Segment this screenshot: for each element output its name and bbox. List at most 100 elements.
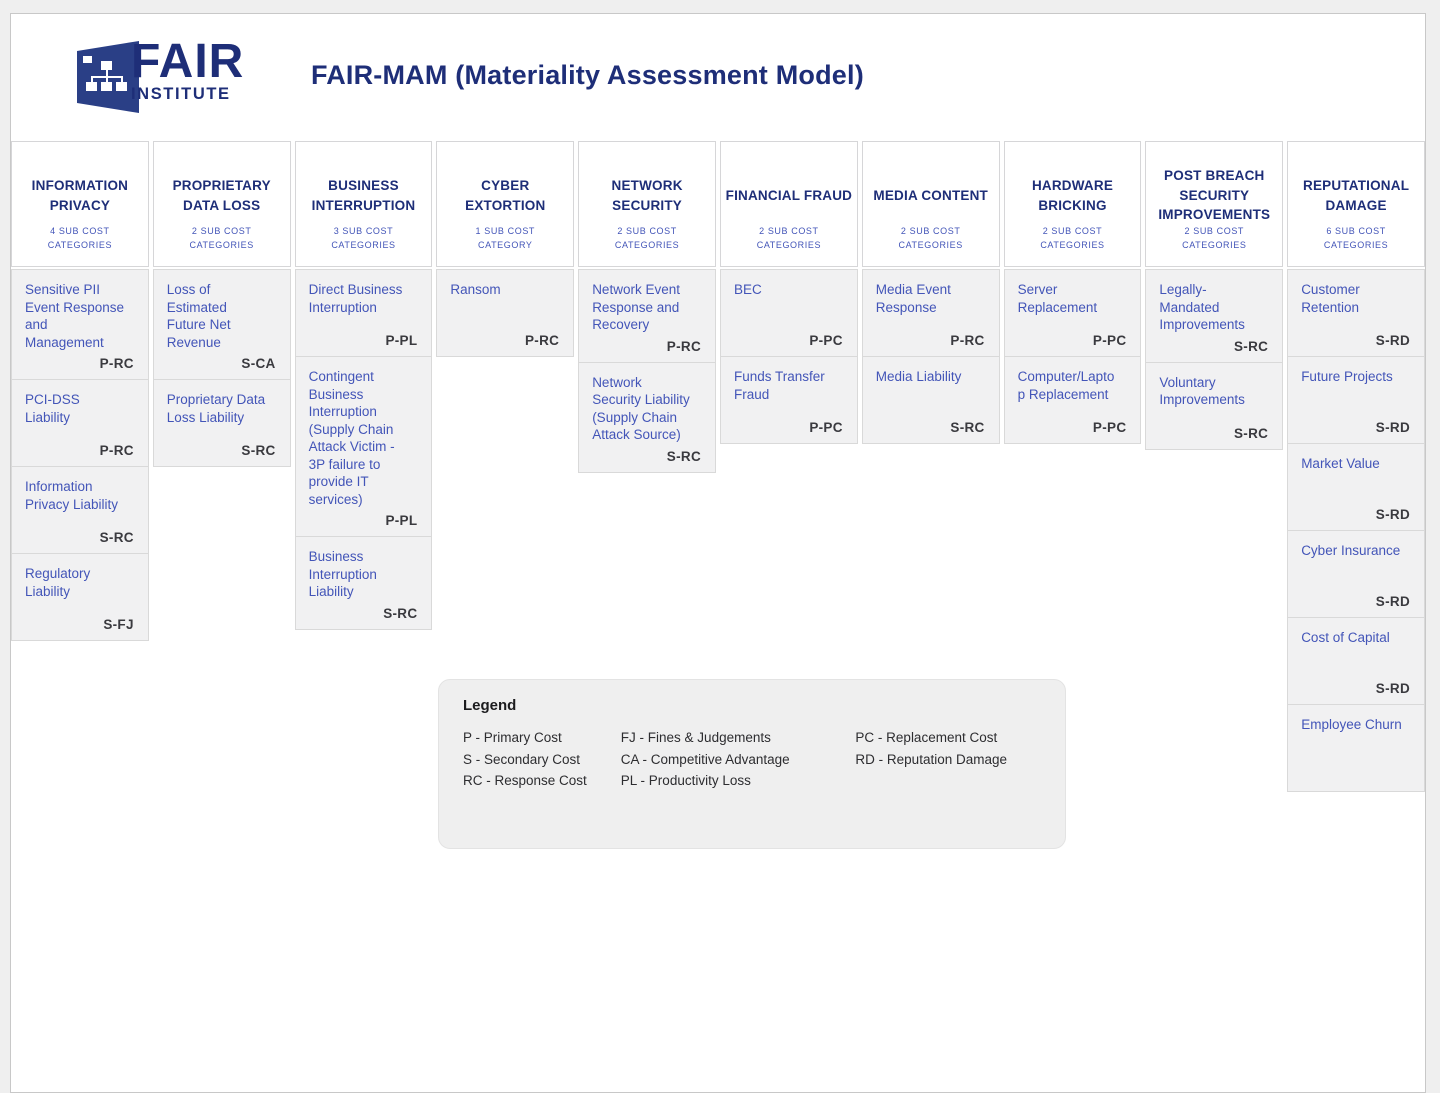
- cost-type-code: P-RC: [524, 333, 560, 348]
- legend: Legend P - Primary Cost S - Secondary Cos…: [438, 679, 1066, 849]
- sub-cost-label: Customer Retention: [1301, 282, 1360, 315]
- sub-cost-label: Server Replacement: [1017, 282, 1098, 315]
- sub-cost-label: Contingent Business Interruption (Supply…: [308, 369, 395, 507]
- category-column: REPUTATIONAL DAMAGE 6 SUB COST CATEGORIES…: [1287, 141, 1425, 792]
- sub-cost-label: Network Event Response and Recovery: [592, 282, 680, 333]
- category-title: INFORMATION PRIVACY: [31, 178, 129, 213]
- sub-cost-cell: Sensitive PII Event Response and Managem…: [11, 269, 149, 381]
- sub-cost-cell: Cost of Capital S-RD: [1287, 617, 1425, 705]
- cost-type-code: P-PL: [385, 333, 418, 348]
- cost-type-code: S-RC: [383, 606, 418, 622]
- category-header: PROPRIETARY DATA LOSS 2 SUB COST CATEGORI…: [152, 141, 291, 267]
- sub-cost-label: Voluntary Improvements: [1159, 374, 1245, 408]
- sub-cost-label: Direct Business Interruption: [308, 282, 403, 315]
- category-header: NETWORK SECURITY 2 SUB COST CATEGORIES: [578, 141, 716, 267]
- sub-cost-label: Legally-Mandated Improvements: [1159, 282, 1245, 333]
- category-subtitle: 1 SUB COST CATEGORY: [475, 226, 536, 251]
- category-subtitle: 2 SUB COST CATEGORIES: [1040, 226, 1105, 251]
- category-cells: Network Event Response and Recovery P-RC N…: [578, 269, 716, 473]
- sub-cost-label: Business Interruption Liability: [308, 549, 377, 600]
- sub-cost-label: Ransom: [450, 282, 501, 297]
- category-header: BUSINESS INTERRUPTION 3 SUB COST CATEGORI…: [294, 141, 433, 267]
- cost-type-code: S-FJ: [103, 617, 134, 633]
- sub-cost-cell: Information Privacy Liability S-RC: [11, 466, 149, 555]
- sub-cost-cell: Cyber Insurance S-RD: [1287, 530, 1425, 618]
- cost-type-code: P-RC: [99, 443, 134, 459]
- category-header: FINANCIAL FRAUD 2 SUB COST CATEGORIES: [720, 141, 858, 267]
- category-subtitle: 2 SUB COST CATEGORIES: [189, 226, 254, 251]
- cost-type-code: S-RC: [950, 420, 985, 435]
- legend-column: P - Primary Cost S - Secondary Cost RC - R…: [463, 727, 587, 792]
- category-title: CYBER EXTORTION: [465, 178, 546, 213]
- category-header: POST BREACH SECURITY IMPROVEMENTS 2 SUB C…: [1145, 141, 1284, 267]
- cost-type-code: P-PC: [809, 333, 843, 348]
- sub-cost-label: Funds Transfer Fraud: [734, 369, 825, 402]
- category-header: REPUTATIONAL DAMAGE 6 SUB COST CATEGORIES: [1287, 141, 1425, 267]
- legend-title: Legend: [463, 697, 517, 714]
- category-title: MEDIA CONTENT: [873, 187, 988, 203]
- category-header: INFORMATION PRIVACY 4 SUB COST CATEGORIES: [11, 141, 149, 267]
- cost-type-code: S-RD: [1375, 681, 1410, 696]
- sub-cost-label: Employee Churn: [1301, 717, 1402, 732]
- sub-cost-cell: Future Projects S-RD: [1287, 356, 1425, 444]
- category-title: BUSINESS INTERRUPTION: [311, 178, 416, 213]
- sub-cost-label: Proprietary Data Loss Liability: [166, 392, 266, 425]
- category-cells: Customer Retention S-RD Future Projects S-R…: [1287, 269, 1425, 792]
- cost-type-code: S-RC: [99, 530, 134, 546]
- category-title: PROPRIETARY DATA LOSS: [172, 178, 271, 213]
- page-title: FAIR-MAM (Materiality Assessment Model): [311, 60, 864, 90]
- cost-type-code: P-RC: [99, 356, 134, 372]
- cost-type-code: S-RD: [1375, 420, 1410, 435]
- sub-cost-label: Sensitive PII Event Response and Managem…: [25, 282, 125, 350]
- category-subtitle: 4 SUB COST CATEGORIES: [47, 226, 113, 251]
- cost-type-code: S-CA: [241, 356, 276, 372]
- sub-cost-cell: BEC P-PC: [720, 269, 858, 357]
- category-cells: Loss of Estimated Future Net Revenue S-CA…: [152, 269, 291, 468]
- legend-item: RC - Response Cost: [463, 773, 587, 789]
- category-column: BUSINESS INTERRUPTION 3 SUB COST CATEGORI…: [294, 141, 433, 792]
- category-title: POST BREACH SECURITY IMPROVEMENTS: [1158, 168, 1271, 223]
- sub-cost-cell: Business Interruption Liability S-RC: [294, 536, 433, 631]
- cost-type-code: [1410, 778, 1412, 785]
- category-header: CYBER EXTORTION 1 SUB COST CATEGORY: [436, 141, 575, 267]
- sub-cost-cell: Regulatory Liability S-FJ: [11, 553, 149, 642]
- legend-columns: P - Primary Cost S - Secondary Cost RC - R…: [463, 727, 1041, 792]
- sub-cost-cell: Network Event Response and Recovery P-RC: [578, 269, 716, 363]
- cost-type-code: P-RC: [666, 338, 701, 354]
- sub-cost-cell: Employee Churn: [1287, 704, 1425, 792]
- category-header: MEDIA CONTENT 2 SUB COST CATEGORIES: [861, 141, 1000, 267]
- sub-cost-cell: Ransom P-RC: [436, 269, 575, 357]
- category-column: POST BREACH SECURITY IMPROVEMENTS 2 SUB C…: [1145, 141, 1284, 792]
- category-subtitle: 3 SUB COST CATEGORIES: [331, 226, 396, 251]
- category-header: HARDWARE BRICKING 2 SUB COST CATEGORIES: [1003, 141, 1142, 267]
- sub-cost-cell: Loss of Estimated Future Net Revenue S-CA: [152, 269, 291, 381]
- cost-type-code: P-PC: [1092, 333, 1127, 348]
- sub-cost-cell: Direct Business Interruption P-PL: [294, 269, 433, 357]
- category-cells: Direct Business Interruption P-PL Continge…: [294, 269, 433, 631]
- cost-type-code: P-RC: [950, 333, 985, 348]
- category-title: HARDWARE BRICKING: [1031, 178, 1114, 213]
- legend-item: PL - Productivity Loss: [620, 773, 751, 789]
- category-cells: Server Replacement P-PC Computer/Laptop Re…: [1003, 269, 1142, 444]
- legend-item: RD - Reputation Damage: [855, 751, 1007, 767]
- category-title: REPUTATIONAL DAMAGE: [1303, 178, 1410, 213]
- category-cells: Legally-Mandated Improvements S-RC Volunta…: [1145, 269, 1284, 450]
- legend-column: FJ - Fines & Judgements CA - Competitive …: [621, 727, 822, 792]
- sub-cost-label: Loss of Estimated Future Net Revenue: [166, 282, 231, 350]
- cost-type-code: S-RD: [1375, 594, 1410, 609]
- cost-type-code: S-RC: [241, 443, 276, 459]
- sub-cost-label: Future Projects: [1301, 369, 1393, 384]
- category-title: NETWORK SECURITY: [611, 178, 683, 213]
- category-cells: Sensitive PII Event Response and Managem…: [11, 269, 149, 642]
- sub-cost-cell: Network Security Liability (Supply Chain…: [578, 361, 716, 473]
- sub-cost-cell: Media Event Response P-RC: [861, 269, 1000, 357]
- sub-cost-label: Computer/Laptop Replacement: [1017, 369, 1115, 402]
- sub-cost-cell: Proprietary Data Loss Liability S-RC: [152, 379, 291, 468]
- category-subtitle: 2 SUB COST CATEGORIES: [756, 226, 822, 251]
- logo-suffix: INSTITUTE: [131, 85, 231, 104]
- category-cells: BEC P-PC Funds Transfer Fraud P-PC: [720, 269, 858, 444]
- category-column: HARDWARE BRICKING 2 SUB COST CATEGORIES Se…: [1003, 141, 1142, 792]
- cost-type-code: P-PL: [385, 513, 418, 529]
- legend-column: PC - Replacement Cost RD - Reputation Dam…: [855, 727, 1007, 792]
- legend-item: S - Secondary Cost: [463, 751, 581, 767]
